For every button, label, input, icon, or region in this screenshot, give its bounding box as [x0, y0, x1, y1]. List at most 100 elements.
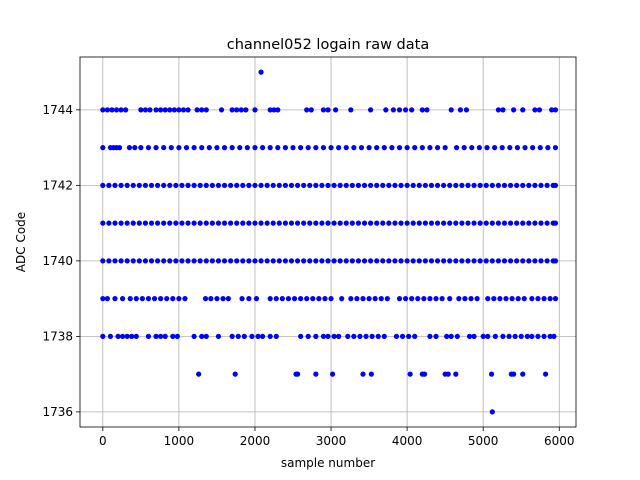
data-point	[191, 182, 197, 188]
data-point	[249, 333, 255, 339]
data-point	[507, 182, 514, 188]
data-point	[398, 258, 404, 264]
data-point	[313, 220, 319, 226]
data-point	[313, 258, 319, 264]
data-point	[301, 258, 307, 264]
data-point	[145, 333, 152, 339]
data-point	[514, 182, 520, 188]
data-point	[351, 145, 357, 151]
data-point	[154, 220, 161, 226]
data-point	[130, 220, 136, 226]
data-point	[118, 182, 124, 188]
data-point	[462, 296, 468, 302]
data-point	[361, 258, 368, 264]
data-point	[361, 182, 368, 188]
data-point	[532, 107, 538, 113]
data-point	[258, 258, 264, 264]
data-point	[259, 145, 266, 151]
data-point	[358, 145, 365, 151]
data-point	[392, 220, 398, 226]
data-point	[167, 220, 173, 226]
data-point	[106, 182, 112, 188]
data-point	[542, 371, 549, 377]
data-point	[453, 220, 459, 226]
data-point	[124, 182, 130, 188]
data-point	[484, 145, 490, 151]
data-point	[520, 107, 526, 113]
data-point	[319, 182, 325, 188]
data-point	[124, 333, 130, 339]
data-point	[541, 333, 547, 339]
data-point	[142, 220, 149, 226]
data-point	[167, 182, 173, 188]
data-point	[112, 258, 118, 264]
data-point	[203, 258, 209, 264]
data-point	[520, 371, 526, 377]
data-point	[276, 182, 282, 188]
data-point	[136, 220, 142, 226]
data-point	[339, 296, 345, 302]
x-tick-label: 5000	[468, 434, 499, 448]
data-point	[483, 220, 489, 226]
data-point	[142, 182, 149, 188]
data-point	[258, 182, 264, 188]
data-point	[267, 107, 273, 113]
data-point	[369, 333, 375, 339]
data-point	[209, 220, 215, 226]
data-point	[447, 296, 453, 302]
data-point	[345, 333, 351, 339]
data-point	[170, 333, 176, 339]
data-point	[234, 258, 240, 264]
data-point	[275, 145, 281, 151]
data-point	[532, 220, 538, 226]
data-point	[228, 258, 234, 264]
data-point	[319, 258, 325, 264]
data-point	[221, 145, 228, 151]
data-point	[363, 333, 369, 339]
data-point	[492, 145, 498, 151]
data-point	[161, 258, 167, 264]
data-point	[434, 258, 441, 264]
data-point	[374, 182, 380, 188]
data-point	[441, 258, 447, 264]
data-point	[185, 182, 191, 188]
x-tick-label: 2000	[240, 434, 271, 448]
data-point	[447, 258, 453, 264]
data-point	[229, 333, 235, 339]
data-point	[298, 296, 304, 302]
data-point	[416, 182, 422, 188]
y-tick-label: 1742	[42, 178, 73, 192]
data-point	[316, 296, 322, 302]
data-point	[252, 145, 258, 151]
data-point	[514, 258, 520, 264]
data-point	[307, 182, 313, 188]
data-point	[474, 296, 480, 302]
data-point	[506, 333, 512, 339]
data-point	[355, 220, 362, 226]
data-point	[337, 182, 343, 188]
data-point	[453, 258, 459, 264]
data-point	[477, 258, 483, 264]
data-point	[100, 296, 106, 302]
data-point	[454, 333, 460, 339]
data-point	[282, 220, 288, 226]
data-point	[378, 296, 384, 302]
data-point	[409, 107, 415, 113]
data-point	[551, 333, 557, 339]
data-point	[158, 296, 164, 302]
data-point	[507, 258, 514, 264]
data-point	[419, 107, 425, 113]
data-point	[547, 333, 553, 339]
data-point	[428, 182, 435, 188]
data-point	[215, 182, 222, 188]
data-point	[325, 258, 331, 264]
data-point	[422, 220, 428, 226]
data-point	[191, 220, 197, 226]
data-point	[421, 296, 427, 302]
data-point	[511, 107, 517, 113]
data-point	[258, 69, 264, 75]
data-point	[100, 145, 106, 151]
data-point	[183, 145, 190, 151]
data-point	[197, 220, 203, 226]
data-point	[552, 258, 559, 264]
